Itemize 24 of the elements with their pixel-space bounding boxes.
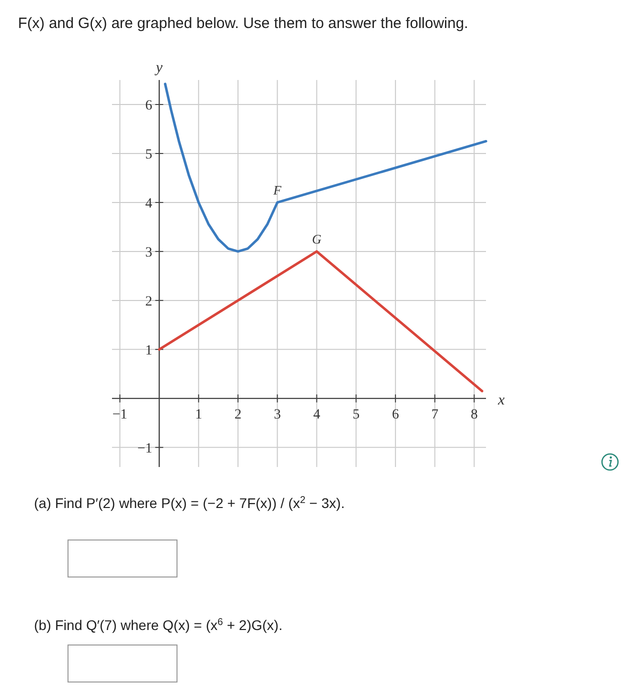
series-label: G	[312, 231, 322, 246]
y-tick-label: 4	[145, 196, 152, 212]
text: (b) Find Q′(7) where Q(x) = (x$^{6}$ + 2)G(x).	[34, 616, 282, 633]
line-series	[164, 82, 488, 253]
x-tick-label: 2	[234, 407, 242, 422]
x-tick-label: 7	[431, 407, 438, 422]
y-tick-label: 1	[145, 343, 152, 358]
text: (a) Find P′(2) where P(x) = (−2 + 7F(x)) / (x$^{2}$ − 3x).	[34, 494, 345, 511]
x-tick-label: 8	[470, 407, 478, 422]
x-tick-label: 3	[274, 407, 281, 422]
chart-title: F(x) and G(x) are graphed below. Use them to answer the following.	[18, 15, 468, 32]
x-tick-label: 5	[352, 407, 360, 422]
series-label: F	[272, 182, 282, 198]
y-axis-title: y	[154, 60, 163, 76]
y-tick-label: 3	[145, 245, 152, 260]
x-tick-label: 1	[195, 407, 202, 422]
y-tick-label: −1	[137, 441, 152, 456]
x-tick-label: 6	[392, 407, 399, 422]
y-tick-label: 5	[145, 147, 152, 162]
y-tick-label: 2	[145, 294, 152, 310]
x-tick-label: 4	[313, 407, 320, 422]
x-tick-label: −1	[112, 407, 128, 422]
x-axis-title: x	[497, 392, 505, 408]
y-tick-label: 6	[145, 98, 152, 114]
